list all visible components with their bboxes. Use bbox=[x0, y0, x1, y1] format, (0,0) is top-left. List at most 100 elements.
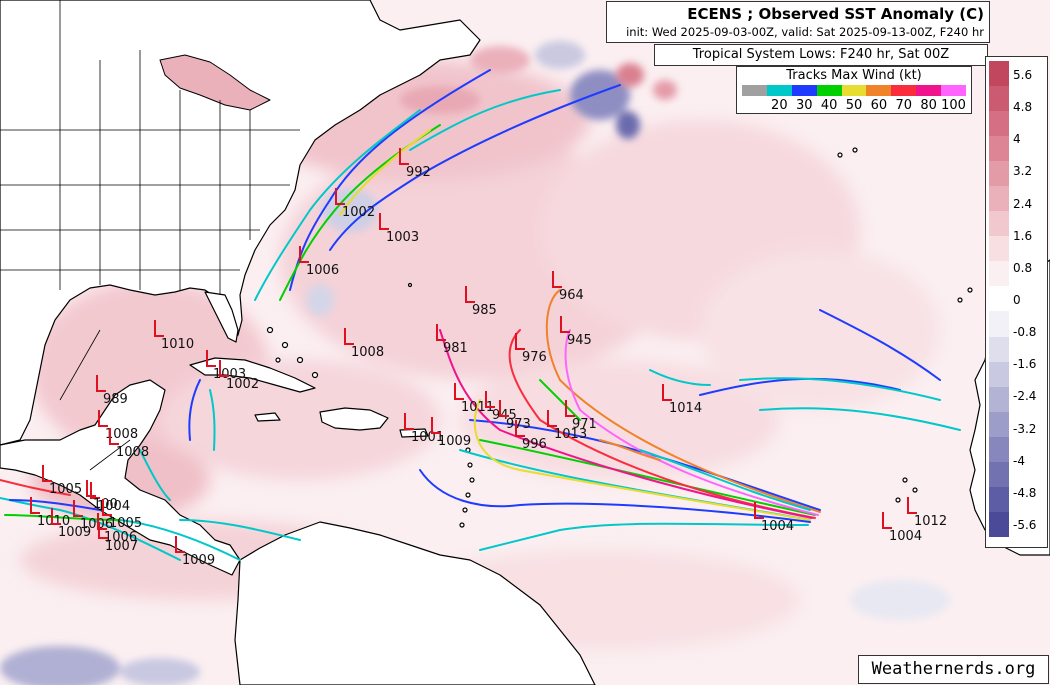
wind-swatch bbox=[916, 85, 942, 96]
low-pressure-label: 971 bbox=[572, 417, 597, 432]
sst-colorbar-swatch bbox=[989, 311, 1009, 337]
low-pressure-label: 1004 bbox=[97, 499, 130, 514]
low-pressure-label: 1003 bbox=[386, 230, 419, 245]
low-marker bbox=[515, 333, 525, 350]
sst-colorbar-label: 3.2 bbox=[1013, 164, 1033, 179]
low-marker bbox=[109, 428, 119, 445]
wind-legend-label: 80 bbox=[920, 98, 937, 113]
low-pressure-label: 1004 bbox=[761, 519, 794, 534]
wind-swatch bbox=[742, 85, 767, 96]
low-pressure-label: 1009 bbox=[182, 553, 215, 568]
low-pressure-label: 1004 bbox=[889, 529, 922, 544]
wind-swatch bbox=[841, 85, 867, 96]
sst-colorbar-swatch bbox=[989, 61, 1009, 87]
low-pressure-label: 992 bbox=[406, 165, 431, 180]
great-lakes bbox=[159, 54, 271, 111]
wind-swatch bbox=[766, 85, 792, 96]
low-pressure-label: 100 bbox=[93, 497, 118, 512]
sst-colorbar-label: -4 bbox=[1013, 453, 1025, 468]
low-marker bbox=[206, 350, 216, 367]
ensemble-tracks bbox=[0, 69, 961, 561]
low-pressure-label: 976 bbox=[522, 350, 547, 365]
wind-swatch bbox=[891, 85, 917, 96]
sst-colorbar-swatch bbox=[989, 86, 1009, 112]
sst-colorbar-label: -4.8 bbox=[1013, 485, 1037, 500]
sst-colorbar-swatch bbox=[989, 486, 1009, 512]
low-pressure-label: 1008 bbox=[105, 427, 138, 442]
low-pressure-label: 964 bbox=[559, 288, 584, 303]
low-pressure-label: 1005 bbox=[109, 516, 142, 531]
low-pressure-label: 973 bbox=[506, 417, 531, 432]
sst-colorbar-swatch bbox=[989, 461, 1009, 487]
low-pressure-label: 985 bbox=[472, 303, 497, 318]
low-marker bbox=[515, 420, 525, 437]
sst-colorbar-label: 1.6 bbox=[1013, 228, 1033, 243]
low-pressure-label: 989 bbox=[103, 392, 128, 407]
sst-colorbar-label: 2.4 bbox=[1013, 196, 1033, 211]
wind-swatch bbox=[866, 85, 892, 96]
wind-legend-labels: 20 30 40 50 60 70 80 100 bbox=[737, 98, 973, 113]
low-pressure-label: 1008 bbox=[116, 445, 149, 460]
low-pressure-label: 996 bbox=[522, 437, 547, 452]
wind-swatch bbox=[816, 85, 842, 96]
title-box: ECENS ; Observed SST Anomaly (C) init: W… bbox=[606, 1, 990, 43]
tropical-lows-subtitle: Tropical System Lows: F240 hr, Sat 00Z bbox=[654, 44, 988, 66]
central-america bbox=[0, 379, 241, 576]
low-pressure-label: 1012 bbox=[914, 514, 947, 529]
low-marker bbox=[175, 536, 185, 553]
sst-colorbar-label: 4 bbox=[1013, 132, 1021, 147]
sst-colorbar-swatch bbox=[989, 511, 1009, 537]
low-marker bbox=[907, 497, 917, 514]
low-marker bbox=[73, 500, 83, 517]
sst-colorbar-label: -0.8 bbox=[1013, 325, 1037, 340]
low-pressure-label: 1009 bbox=[58, 525, 91, 540]
low-marker bbox=[404, 413, 414, 430]
low-marker bbox=[344, 328, 354, 345]
south-america bbox=[234, 521, 596, 685]
low-markers: 9921002100310069859649459769811008101010… bbox=[30, 148, 947, 568]
sst-colorbar-label: -5.6 bbox=[1013, 518, 1037, 532]
low-pressure-label: 1006 bbox=[104, 530, 137, 545]
low-marker bbox=[565, 400, 575, 417]
low-pressure-label: 1003 bbox=[213, 367, 246, 382]
low-marker bbox=[436, 324, 446, 341]
sst-colorbar-swatch bbox=[989, 361, 1009, 387]
florida bbox=[204, 291, 239, 343]
low-marker bbox=[42, 465, 52, 482]
low-pressure-label: 1008 bbox=[351, 345, 384, 360]
low-marker bbox=[299, 246, 309, 263]
map-init-valid: init: Wed 2025-09-03-00Z, valid: Sat 202… bbox=[626, 25, 984, 39]
sst-colorbar-label: 5.6 bbox=[1013, 68, 1033, 82]
sst-colorbar-swatch bbox=[989, 236, 1009, 262]
low-pressure-label: 1010 bbox=[161, 337, 194, 352]
sst-colorbar-swatch bbox=[989, 336, 1009, 362]
wind-legend-swatches bbox=[742, 85, 967, 96]
low-marker bbox=[154, 320, 164, 337]
low-marker bbox=[102, 499, 112, 516]
low-marker bbox=[547, 410, 557, 427]
sst-colorbar-swatch bbox=[989, 186, 1009, 212]
credit-label: Weathernerds.org bbox=[858, 655, 1049, 684]
low-marker bbox=[465, 286, 475, 303]
sst-colorbar-swatch bbox=[989, 386, 1009, 412]
puerto-rico bbox=[399, 428, 429, 438]
sst-colorbar-swatch bbox=[989, 136, 1009, 162]
sst-colorbar-swatch bbox=[989, 436, 1009, 462]
sst-colorbar-swatch bbox=[989, 111, 1009, 137]
sst-colorbar-swatch bbox=[989, 161, 1009, 187]
low-marker bbox=[98, 410, 108, 427]
wind-legend: Tracks Max Wind (kt) 20 30 40 50 60 70 80 100 bbox=[736, 66, 972, 114]
sst-colorbar-swatch bbox=[989, 286, 1009, 312]
low-marker bbox=[379, 213, 389, 230]
low-pressure-label: 1009 bbox=[438, 434, 471, 449]
low-pressure-label: 1010 bbox=[37, 514, 70, 529]
sst-colorbar-label: -3.2 bbox=[1013, 421, 1037, 436]
low-marker bbox=[662, 384, 672, 401]
low-pressure-label: 1007 bbox=[105, 539, 138, 554]
low-marker bbox=[219, 360, 229, 377]
sst-colorbar-label: 0.8 bbox=[1013, 260, 1033, 275]
low-pressure-label: 1002 bbox=[342, 205, 375, 220]
sst-colorbar-label: -1.6 bbox=[1013, 357, 1037, 372]
sst-colorbar: 5.6 4.8 4 3.2 2.4 1.6 0.8 0 -0.8 -1.6 -2.4 -3.2 -4 -4… bbox=[985, 56, 1048, 548]
